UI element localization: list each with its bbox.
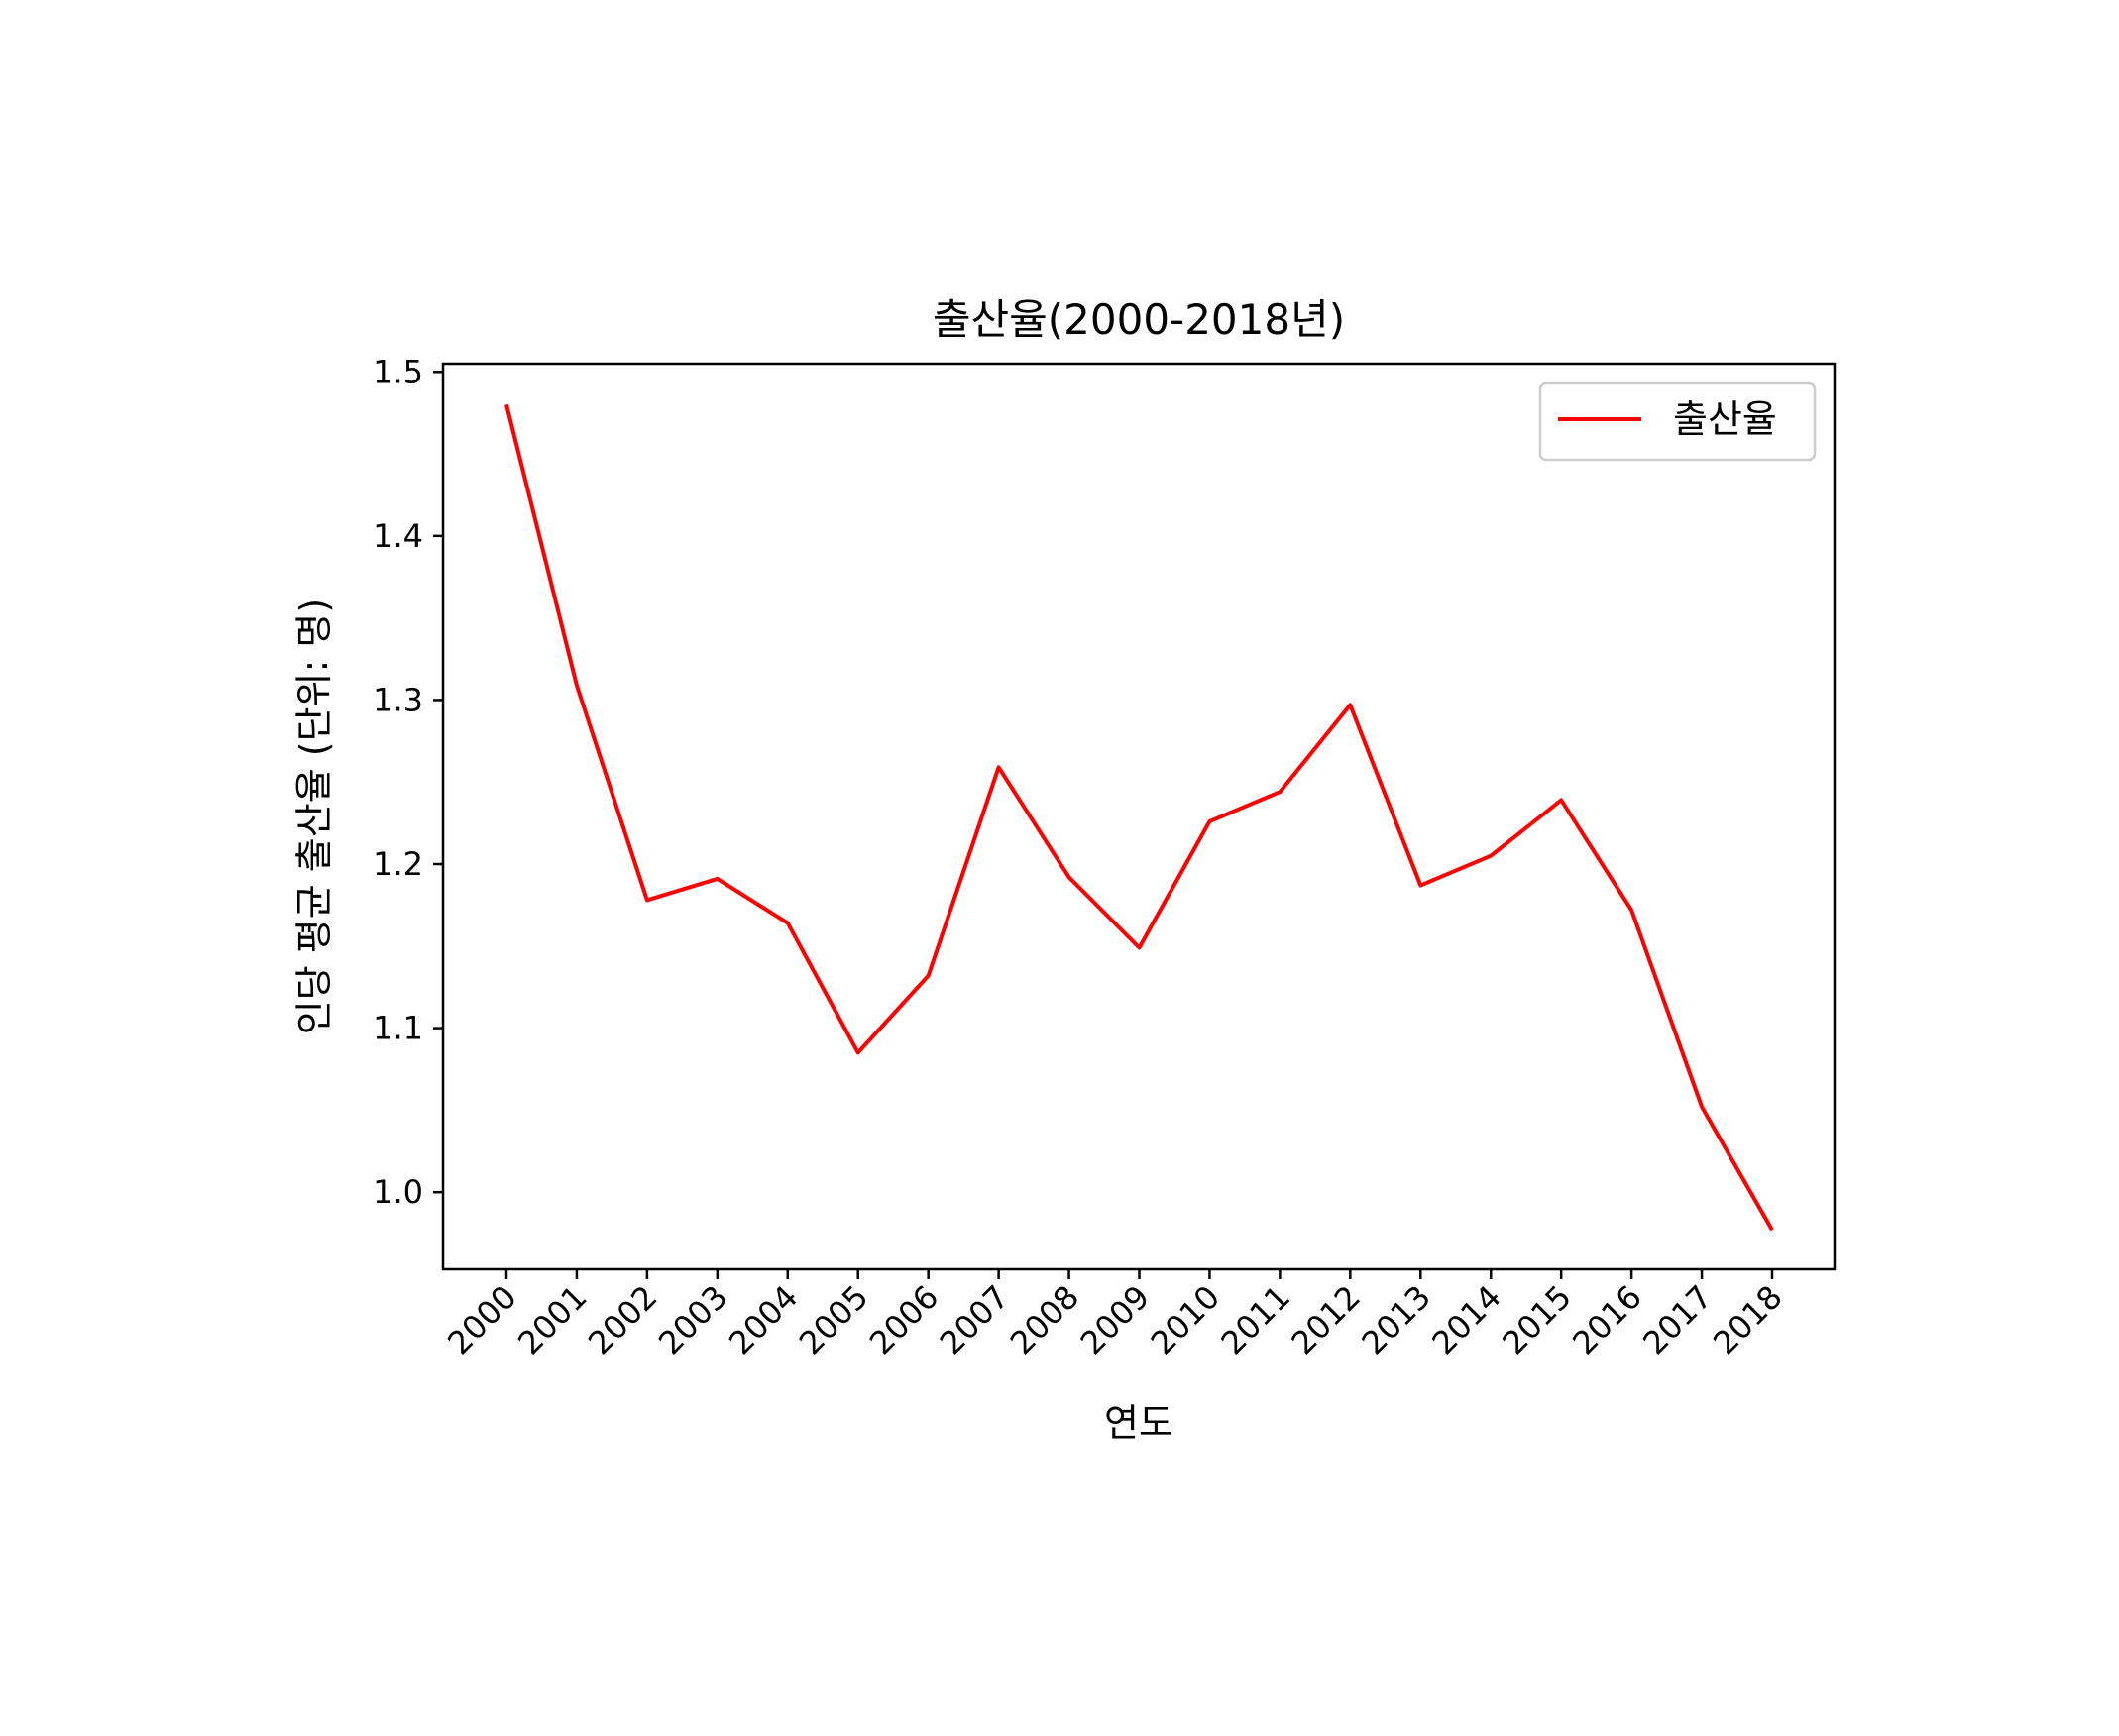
- x-tick-label: 2008: [1003, 1278, 1086, 1361]
- y-tick-label: 1.2: [373, 845, 423, 883]
- x-tick-label: 2003: [651, 1278, 734, 1361]
- x-tick-label: 2002: [581, 1278, 664, 1361]
- y-tick-label: 1.5: [373, 353, 423, 390]
- x-tick-label: 2005: [792, 1278, 875, 1361]
- legend: 출산율: [1538, 381, 1817, 462]
- x-tick-label: 2011: [1214, 1278, 1297, 1361]
- plot-area: [443, 364, 1835, 1269]
- x-tick-label: 2006: [862, 1278, 946, 1361]
- x-axis-ticks: 2000200120022003200420052006200720082009…: [440, 1269, 1790, 1361]
- plot-frame: [441, 362, 1837, 1271]
- x-tick-label: 2000: [440, 1278, 523, 1361]
- x-tick-label: 2004: [722, 1278, 805, 1361]
- y-axis-label: 인당 평균 출산율 (단위: 명): [292, 598, 336, 1034]
- chart-title: 출산율(2000-2018년): [933, 295, 1345, 344]
- x-axis-label: 연도: [1104, 1401, 1173, 1445]
- y-tick-label: 1.0: [373, 1173, 423, 1211]
- legend-label: 출산율: [1673, 397, 1777, 441]
- x-tick-label: 2001: [510, 1278, 594, 1361]
- x-tick-label: 2014: [1424, 1278, 1507, 1361]
- x-tick-label: 2010: [1144, 1278, 1227, 1361]
- y-tick-label: 1.1: [373, 1010, 423, 1047]
- legend-box: [1538, 381, 1817, 462]
- x-tick-label: 2012: [1284, 1278, 1368, 1361]
- x-tick-label: 2007: [933, 1278, 1016, 1361]
- x-tick-label: 2016: [1565, 1278, 1648, 1361]
- x-tick-label: 2013: [1354, 1278, 1437, 1361]
- y-tick-label: 1.4: [373, 517, 423, 555]
- x-tick-label: 2009: [1073, 1278, 1157, 1361]
- y-tick-label: 1.3: [373, 681, 423, 718]
- x-tick-label: 2015: [1495, 1278, 1578, 1361]
- series-line-birth-rate: [504, 403, 1774, 1232]
- x-tick-label: 2018: [1706, 1278, 1789, 1361]
- x-tick-label: 2017: [1635, 1278, 1719, 1361]
- y-axis-ticks: 1.0 1.1 1.2 1.3 1.4 1.5: [373, 353, 443, 1211]
